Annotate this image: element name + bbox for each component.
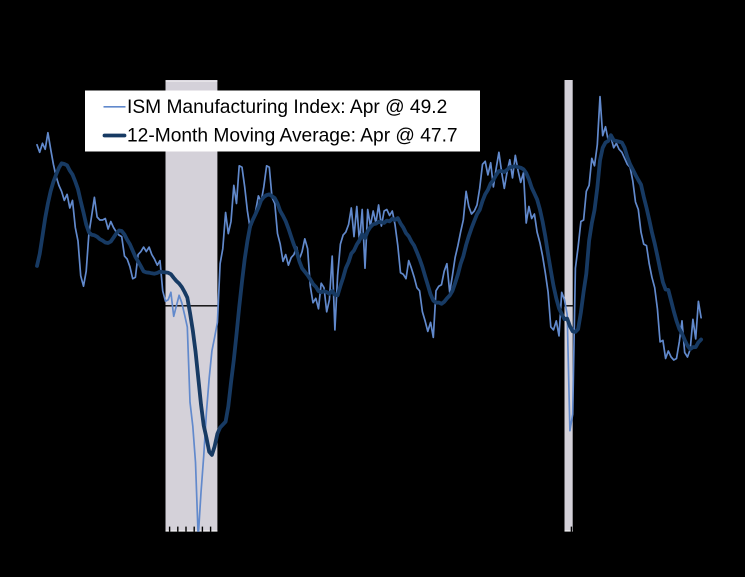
- svg-text:ISM Manufacturing Index: Apr @: ISM Manufacturing Index: Apr @ 49.2: [127, 97, 447, 118]
- svg-text:12-Month Moving Average: Apr @: 12-Month Moving Average: Apr @ 47.7: [127, 126, 458, 147]
